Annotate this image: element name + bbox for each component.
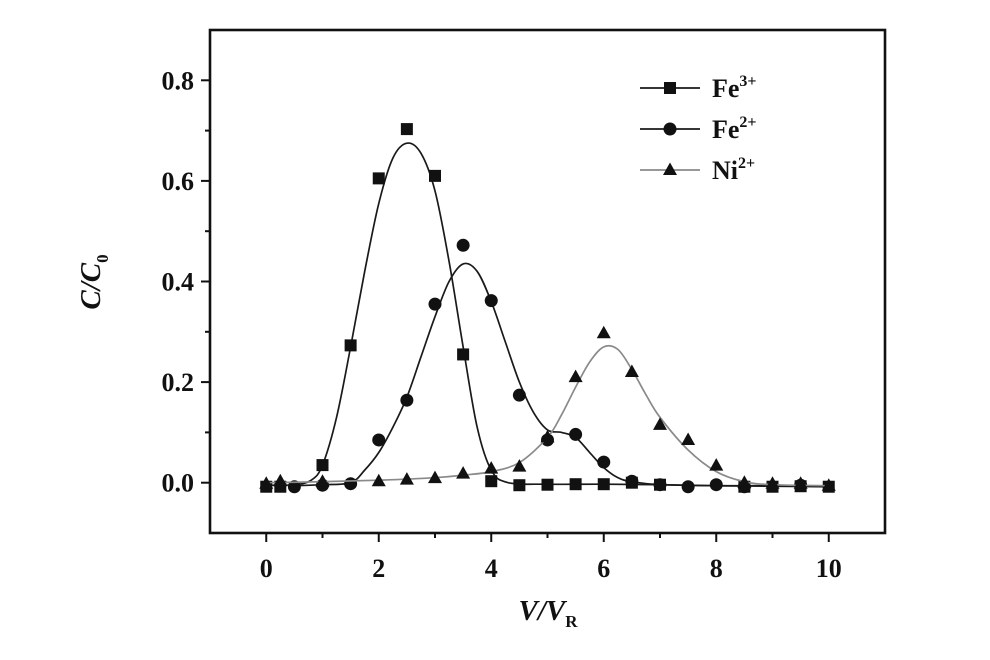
series-ni2-point (681, 432, 696, 445)
series-ni2-point (709, 458, 724, 471)
y-tick-label: 0.4 (162, 268, 195, 297)
series-ni2-point (456, 466, 471, 479)
y-axis-label-main: C/C (75, 262, 107, 309)
series-fe2-point (653, 478, 667, 492)
series-ni2-point (568, 369, 583, 383)
series-fe3-point (485, 475, 498, 488)
legend-marker-ni2 (663, 162, 677, 175)
series-ni2-point (596, 325, 611, 339)
legend-item-fe3: Fe3+ (640, 73, 757, 103)
series-ni2 (259, 325, 836, 491)
series-ni2-point (315, 474, 330, 487)
legend-label-charge: 2+ (739, 114, 756, 131)
x-tick-label: 6 (597, 554, 610, 583)
series-fe2-point (681, 480, 695, 494)
series-fe2-fit-line (293, 262, 830, 488)
series-fe2-point (287, 480, 301, 494)
legend-label-element: Fe (712, 74, 739, 103)
series-fe3-point (597, 478, 610, 491)
series-ni2-point (793, 476, 808, 489)
legend-label-charge: 2+ (738, 155, 755, 172)
legend-label-element: Ni (712, 156, 738, 185)
y-tick-label: 0.2 (162, 368, 195, 397)
series-ni2-fit-line (265, 344, 830, 487)
series-fe3-point (400, 123, 413, 136)
x-tick-label: 10 (816, 554, 842, 583)
legend-item-ni2: Ni2+ (640, 155, 755, 185)
series-fe3-point (541, 478, 554, 491)
x-axis-label: V/VR (518, 595, 578, 631)
series-fe2-point (456, 238, 470, 252)
series-fe2-point (625, 474, 639, 488)
series-fe2-point (484, 294, 498, 308)
series-ni2-point (428, 470, 442, 484)
legend-label-fe2: Fe2+ (712, 114, 757, 144)
series-ni2-point (540, 429, 555, 443)
axes-group: 0 2 4 6 8 10 0.0 0.2 0.4 0.6 0.8 (162, 66, 842, 583)
legend-item-fe2: Fe2+ (640, 114, 757, 144)
series-ni2-point (399, 472, 414, 485)
series-ni2-point (624, 364, 639, 378)
y-tick-label: 0.6 (162, 167, 195, 196)
y-tick-label: 0.8 (162, 66, 195, 95)
series-fe2-point (428, 297, 442, 311)
x-axis-label-main: V/V (518, 595, 567, 627)
series-ni2-point (259, 476, 274, 489)
legend: Fe3+Fe2+Ni2+ (640, 73, 757, 185)
series-fe2-point (597, 455, 611, 469)
x-tick-label: 2 (372, 554, 385, 583)
legend-marker-fe3 (664, 82, 676, 94)
series-ni2-point (653, 417, 667, 430)
series-ni2-point (371, 473, 386, 487)
legend-label-ni2: Ni2+ (712, 155, 755, 185)
series-fe3-point (457, 348, 470, 361)
legend-marker-fe2 (663, 122, 677, 136)
series-ni2-point (765, 476, 780, 489)
series-fe2-point (372, 433, 386, 447)
series-fe3-point (429, 169, 441, 182)
series-ni2-point (821, 478, 836, 491)
y-axis-label: C/C0 (75, 254, 112, 309)
series-fe2-point (709, 478, 723, 492)
x-tick-label: 8 (710, 554, 723, 583)
series-fe3-point (569, 478, 582, 491)
series-fe2-point (512, 388, 526, 402)
x-tick-label: 4 (485, 554, 498, 583)
series-fe3-point (372, 172, 385, 185)
series-ni2-point (737, 475, 752, 488)
series-fe3-point (513, 479, 526, 492)
series-fe2-point (400, 393, 414, 407)
series-fe3-fit-line (265, 142, 830, 488)
series-fe2-point (569, 427, 583, 441)
y-axis-label-subscript: 0 (93, 254, 112, 263)
y-tick-label: 0.0 (162, 469, 195, 498)
series-ni2-point (484, 461, 499, 474)
series-fe2-point (344, 477, 358, 491)
series-ni2-point (273, 473, 288, 487)
x-axis-label-subscript: R (565, 612, 578, 631)
legend-label-fe3: Fe3+ (712, 73, 757, 103)
series-ni2-point (512, 459, 527, 472)
series-fe3-point (344, 339, 357, 352)
legend-label-charge: 3+ (739, 73, 756, 90)
series-fe2 (287, 238, 830, 494)
series-fe3-point (316, 459, 329, 472)
x-tick-label: 0 (260, 554, 273, 583)
data-group (259, 123, 836, 494)
legend-label-element: Fe (712, 115, 739, 144)
plot-frame (208, 28, 887, 535)
